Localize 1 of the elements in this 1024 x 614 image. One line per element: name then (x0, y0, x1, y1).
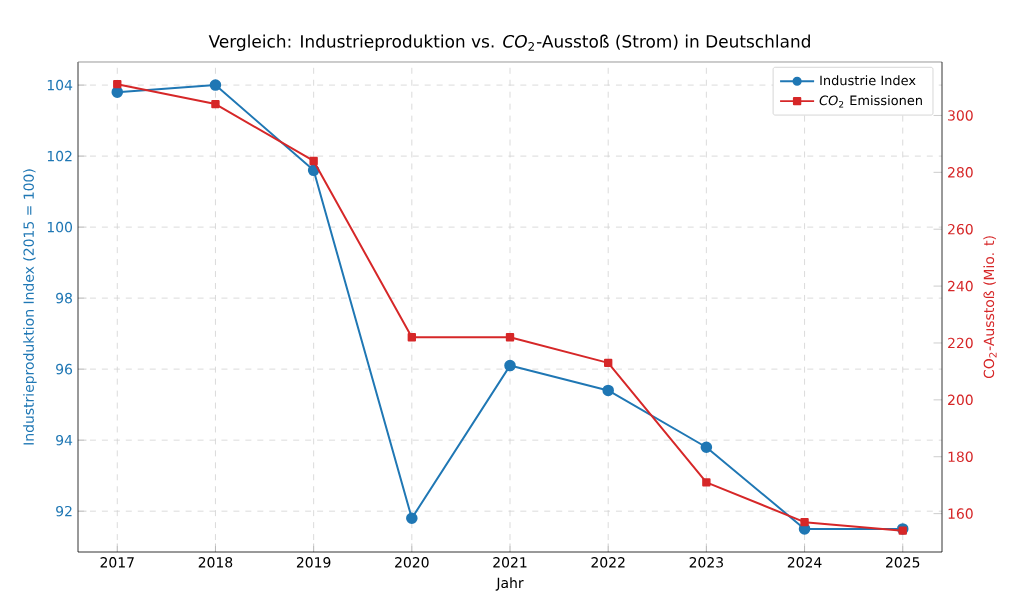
chart-title: Vergleich: Industrieproduktion vs. CO$_{2}$-Ausstoß (Strom) in Deutschland (208, 34, 810, 51)
